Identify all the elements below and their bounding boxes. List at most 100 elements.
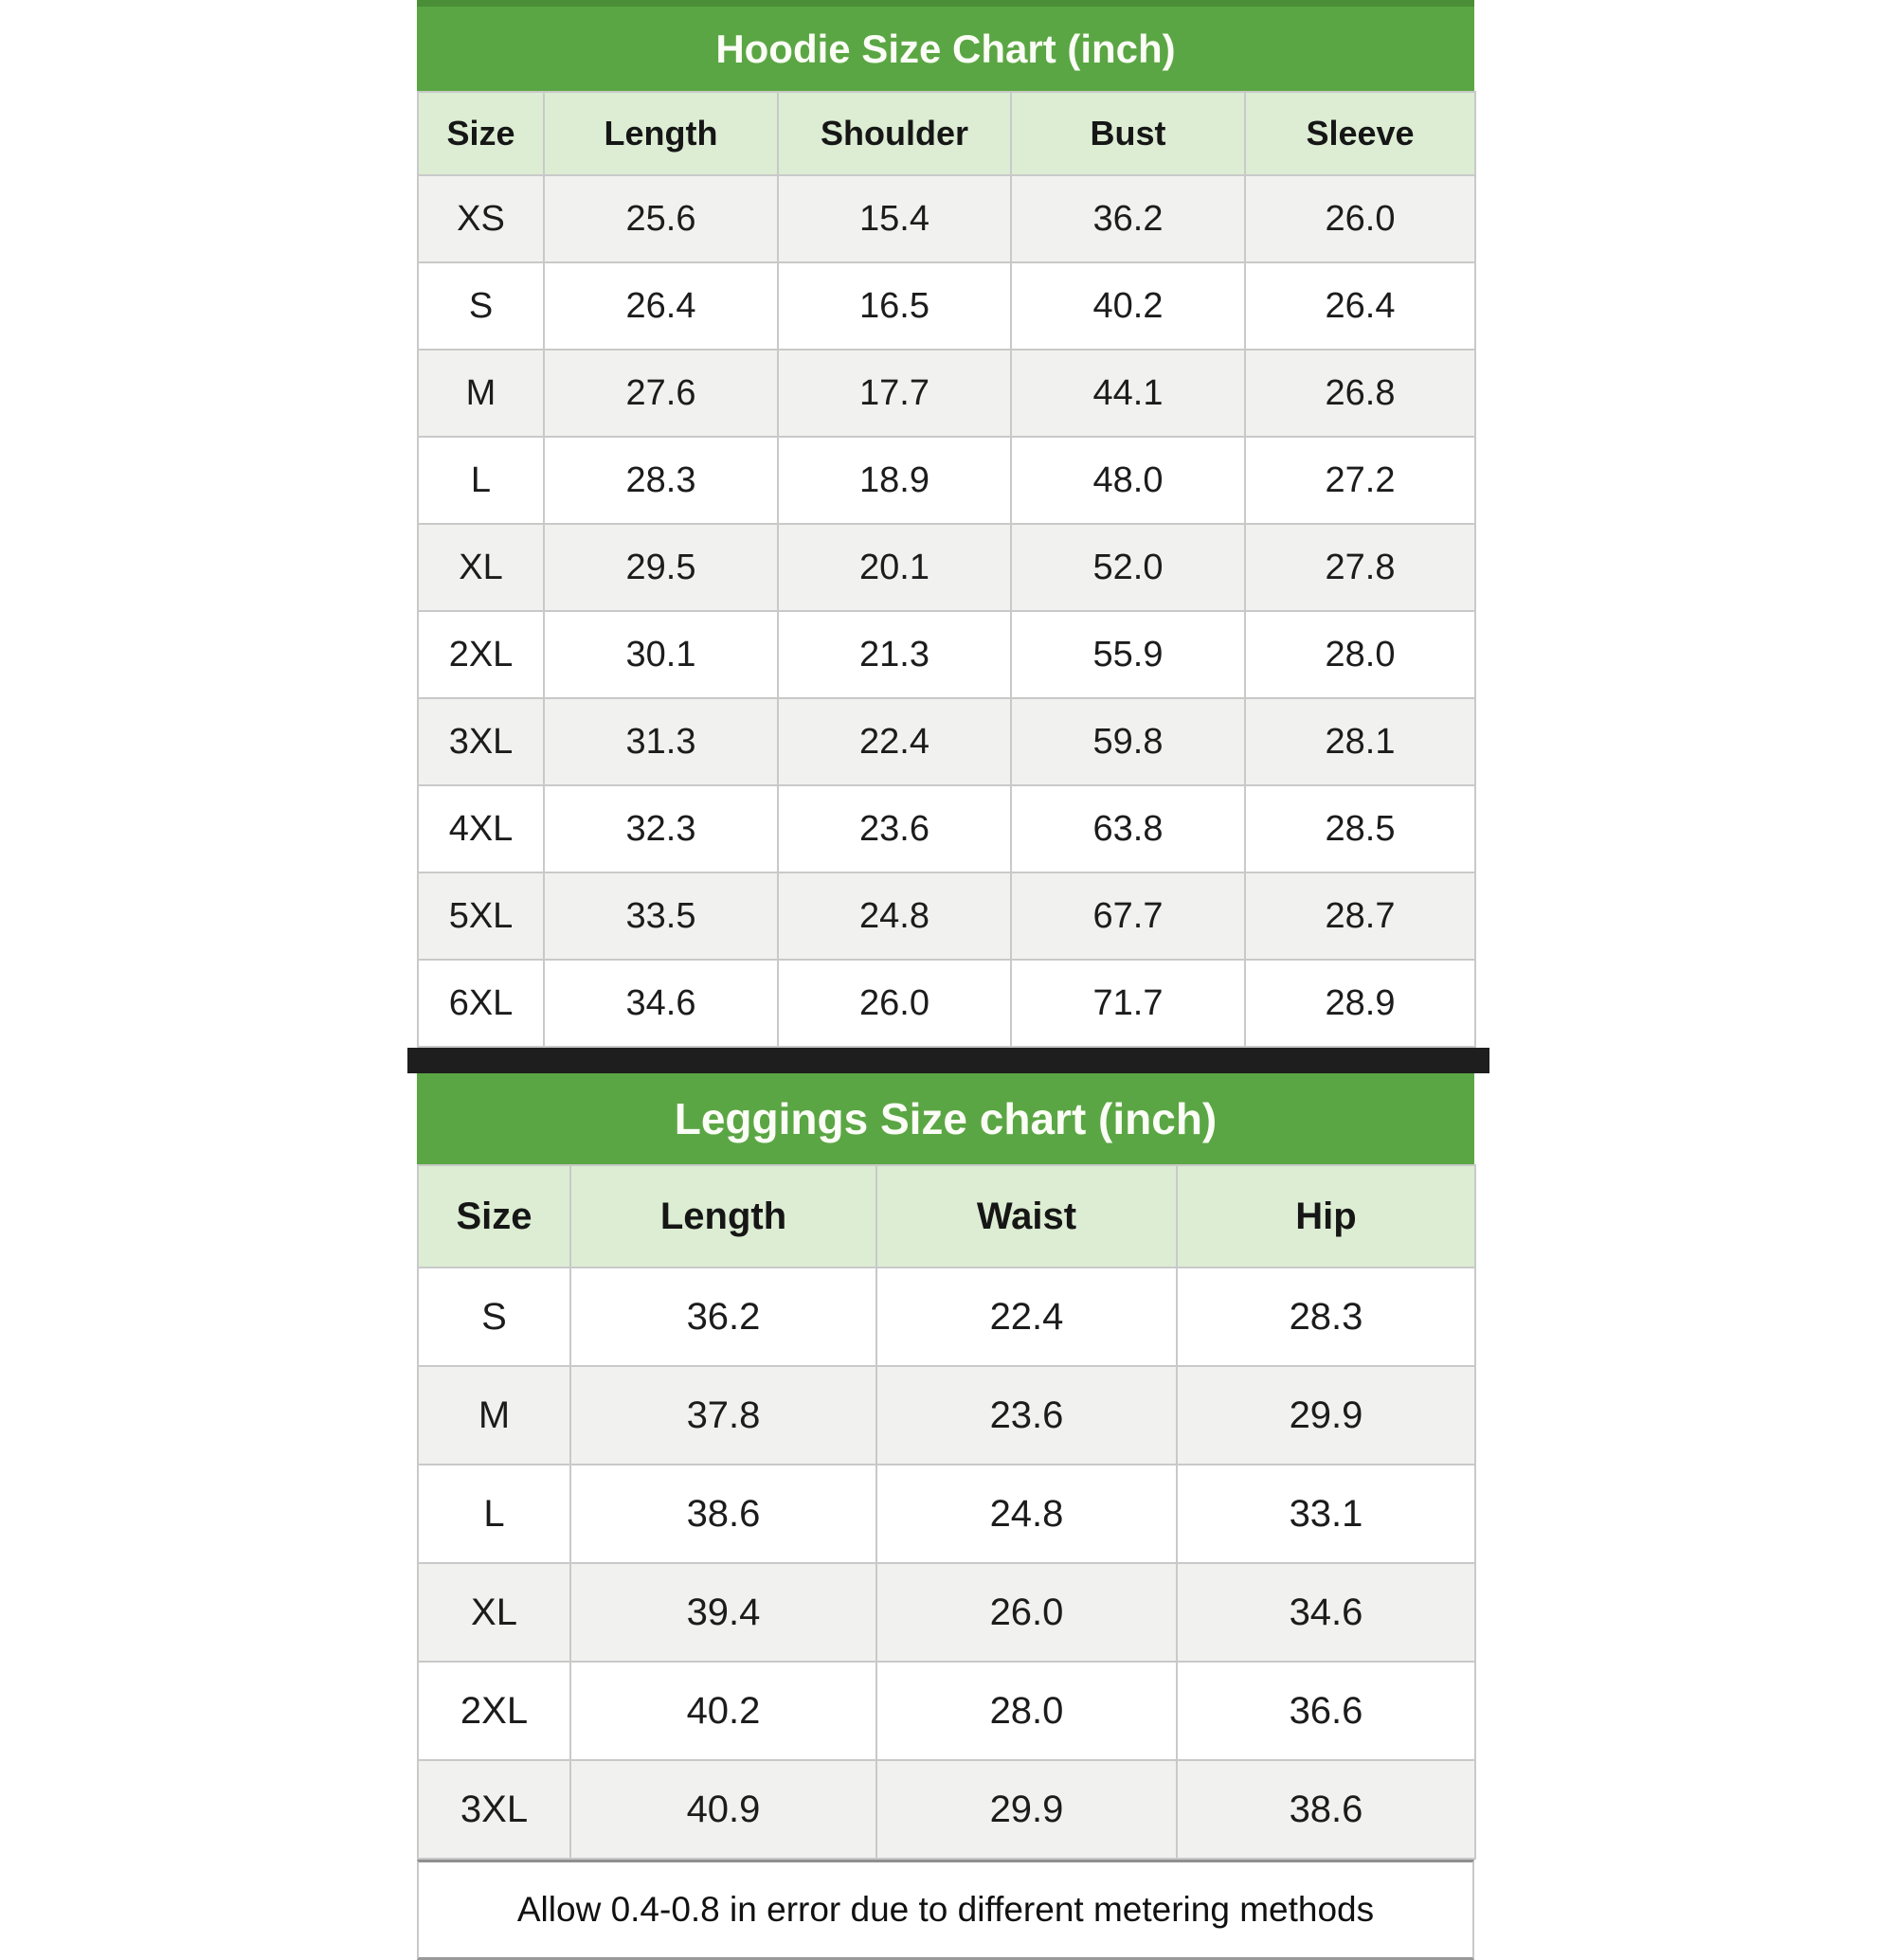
size-cell: 5XL <box>418 872 544 960</box>
value-cell: 18.9 <box>778 437 1011 524</box>
value-cell: 26.8 <box>1245 350 1475 437</box>
value-cell: 30.1 <box>544 611 778 698</box>
value-cell: 33.5 <box>544 872 778 960</box>
column-header: Waist <box>876 1165 1177 1268</box>
value-cell: 36.2 <box>570 1268 876 1366</box>
value-cell: 44.1 <box>1011 350 1245 437</box>
value-cell: 36.6 <box>1177 1662 1475 1760</box>
value-cell: 28.3 <box>544 437 778 524</box>
value-cell: 33.1 <box>1177 1465 1475 1563</box>
value-cell: 28.1 <box>1245 698 1475 785</box>
value-cell: 27.8 <box>1245 524 1475 611</box>
value-cell: 20.1 <box>778 524 1011 611</box>
column-header: Length <box>570 1165 876 1268</box>
value-cell: 28.7 <box>1245 872 1475 960</box>
value-cell: 38.6 <box>1177 1760 1475 1859</box>
value-cell: 63.8 <box>1011 785 1245 872</box>
size-cell: M <box>418 1366 570 1465</box>
value-cell: 37.8 <box>570 1366 876 1465</box>
column-header: Size <box>418 92 544 175</box>
value-cell: 22.4 <box>778 698 1011 785</box>
value-cell: 67.7 <box>1011 872 1245 960</box>
size-cell: 3XL <box>418 1760 570 1859</box>
value-cell: 28.5 <box>1245 785 1475 872</box>
value-cell: 29.9 <box>1177 1366 1475 1465</box>
value-cell: 59.8 <box>1011 698 1245 785</box>
size-cell: 3XL <box>418 698 544 785</box>
value-cell: 28.3 <box>1177 1268 1475 1366</box>
value-cell: 39.4 <box>570 1563 876 1662</box>
value-cell: 40.2 <box>1011 262 1245 350</box>
value-cell: 40.9 <box>570 1760 876 1859</box>
table-separator-bar <box>407 1048 1489 1073</box>
value-cell: 23.6 <box>876 1366 1177 1465</box>
value-cell: 28.9 <box>1245 960 1475 1047</box>
value-cell: 25.6 <box>544 175 778 262</box>
size-cell: S <box>418 1268 570 1366</box>
value-cell: 23.6 <box>778 785 1011 872</box>
value-cell: 55.9 <box>1011 611 1245 698</box>
size-cell: 6XL <box>418 960 544 1047</box>
column-header: Sleeve <box>1245 92 1475 175</box>
column-header: Bust <box>1011 92 1245 175</box>
value-cell: 52.0 <box>1011 524 1245 611</box>
value-cell: 48.0 <box>1011 437 1245 524</box>
size-cell: 2XL <box>418 611 544 698</box>
value-cell: 22.4 <box>876 1268 1177 1366</box>
size-cell: M <box>418 350 544 437</box>
size-cell: 2XL <box>418 1662 570 1760</box>
value-cell: 32.3 <box>544 785 778 872</box>
value-cell: 26.0 <box>778 960 1011 1047</box>
column-header: Shoulder <box>778 92 1011 175</box>
value-cell: 29.9 <box>876 1760 1177 1859</box>
value-cell: 26.0 <box>876 1563 1177 1662</box>
column-header: Length <box>544 92 778 175</box>
column-header: Size <box>418 1165 570 1268</box>
value-cell: 15.4 <box>778 175 1011 262</box>
value-cell: 28.0 <box>1245 611 1475 698</box>
size-cell: XL <box>418 524 544 611</box>
value-cell: 16.5 <box>778 262 1011 350</box>
value-cell: 17.7 <box>778 350 1011 437</box>
value-cell: 31.3 <box>544 698 778 785</box>
value-cell: 27.6 <box>544 350 778 437</box>
size-cell: 4XL <box>418 785 544 872</box>
value-cell: 34.6 <box>544 960 778 1047</box>
size-cell: L <box>418 437 544 524</box>
value-cell: 28.0 <box>876 1662 1177 1760</box>
value-cell: 34.6 <box>1177 1563 1475 1662</box>
size-cell: XS <box>418 175 544 262</box>
value-cell: 71.7 <box>1011 960 1245 1047</box>
value-cell: 38.6 <box>570 1465 876 1563</box>
leggings-table-title: Leggings Size chart (inch) <box>417 1073 1474 1164</box>
size-cell: XL <box>418 1563 570 1662</box>
value-cell: 26.0 <box>1245 175 1475 262</box>
hoodie-table-title: Hoodie Size Chart (inch) <box>417 0 1474 91</box>
value-cell: 27.2 <box>1245 437 1475 524</box>
measurement-error-note: Allow 0.4-0.8 in error due to different … <box>417 1860 1474 1960</box>
size-cell: L <box>418 1465 570 1563</box>
value-cell: 29.5 <box>544 524 778 611</box>
value-cell: 36.2 <box>1011 175 1245 262</box>
size-cell: S <box>418 262 544 350</box>
